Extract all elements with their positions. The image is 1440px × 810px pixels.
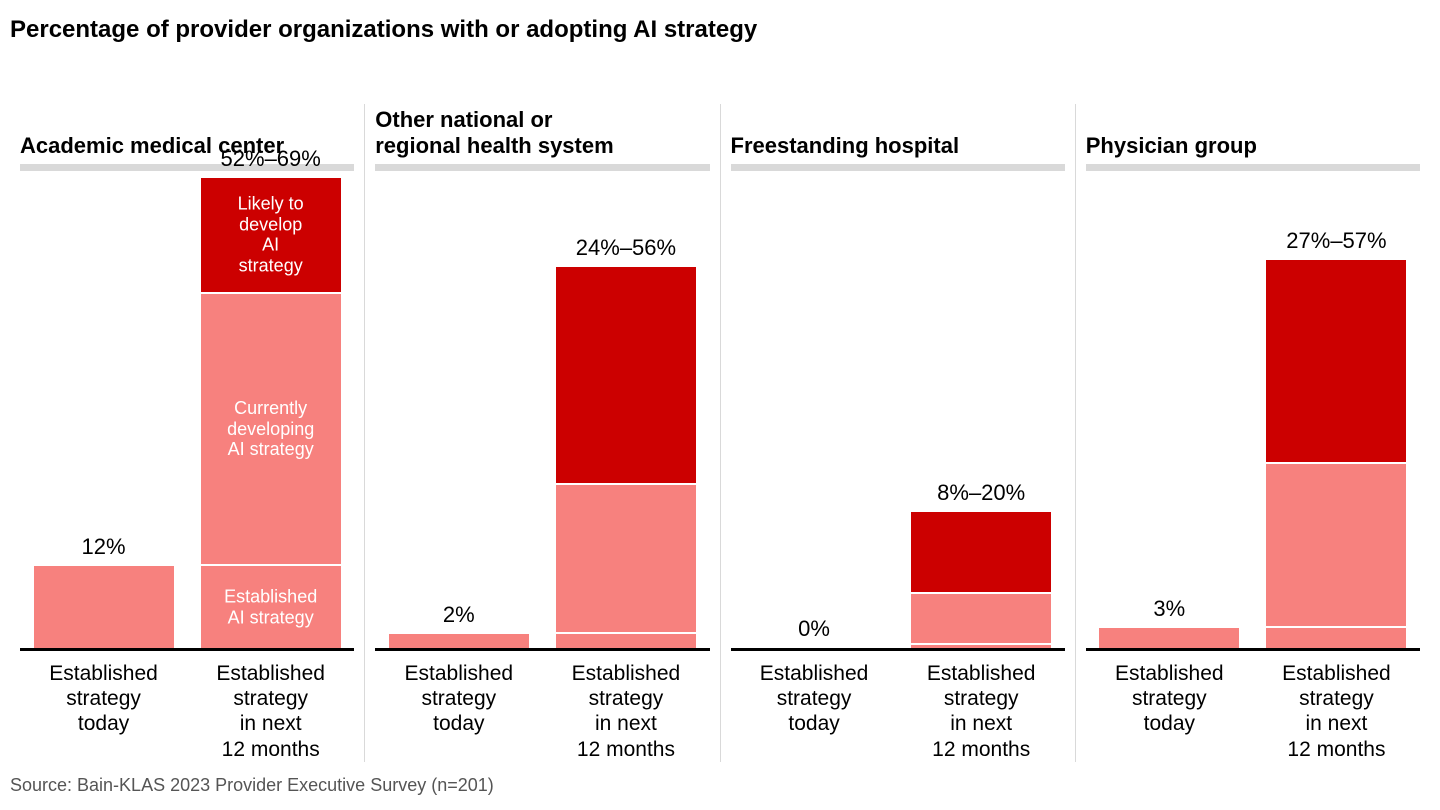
bar-segment [556,267,696,485]
segment-label: Likely to develop AI strategy [236,194,306,277]
panel-rule [731,164,1065,171]
bar-segment [911,512,1051,594]
bar-segment [911,594,1051,645]
bar-segment [911,645,1051,648]
bar-top-label: 2% [443,602,475,628]
bar-top-label: 8%–20% [937,480,1025,506]
bar-group: 3% [1086,181,1253,648]
bar-top-label: 27%–57% [1286,228,1386,254]
x-axis-label: Established strategy today [20,661,187,762]
bar-group: 24%–56% [542,181,709,648]
bar-segment [556,485,696,635]
bar-segment [389,634,529,648]
bar-group: 8%–20% [898,181,1065,648]
bar-group: 27%–57% [1253,181,1420,648]
bar-segment: Likely to develop AI strategy [201,178,341,294]
x-axis-labels: Established strategy todayEstablished st… [375,661,709,762]
bar-group: 0% [731,181,898,648]
x-axis-label: Established strategy in next 12 months [542,661,709,762]
panel-physician-group: Physician group3%27%–57%Established stra… [1075,104,1430,762]
bar-segment [1266,628,1406,648]
bar: 12% [34,566,174,648]
panel-title: Physician group [1086,104,1420,158]
bar-segment [1266,464,1406,627]
bar: 8%–20% [911,512,1051,648]
plot-area: 12% Established AI strategy Currently deve… [20,181,354,651]
segment-label: Established AI strategy [224,586,317,627]
panel-rule [375,164,709,171]
bar-top-label: 0% [798,616,830,642]
bar-segment [1099,628,1239,648]
ai-strategy-chart: Percentage of provider organizations wit… [0,0,1440,810]
plot-area: 0% 8%–20% [731,181,1065,651]
panel-title: Freestanding hospital [731,104,1065,158]
x-axis-labels: Established strategy todayEstablished st… [20,661,354,762]
panel-title: Other national or regional health system [375,104,709,158]
panels-row: Academic medical center12%Established AI… [10,104,1430,762]
bar-segment: Established AI strategy [201,566,341,648]
bar-top-label: 52%–69% [221,146,321,172]
x-axis-label: Established strategy today [375,661,542,762]
panel-national-regional: Other national or regional health system… [364,104,719,762]
x-axis-labels: Established strategy todayEstablished st… [1086,661,1420,762]
x-axis-label: Established strategy in next 12 months [187,661,354,762]
x-axis-label: Established strategy today [1086,661,1253,762]
bar-segment: Currently developing AI strategy [201,294,341,566]
bar: Established AI strategy Currently develop… [201,178,341,648]
bar: 2% [389,634,529,648]
x-axis-labels: Established strategy todayEstablished st… [731,661,1065,762]
panel-freestanding: Freestanding hospital0%8%–20%Established… [720,104,1075,762]
x-axis-label: Established strategy in next 12 months [1253,661,1420,762]
bar: 27%–57% [1266,260,1406,648]
bar: 3% [1099,628,1239,648]
segment-label: Currently developing AI strategy [227,398,314,460]
bar-top-label: 24%–56% [576,235,676,261]
bar: 24%–56% [556,267,696,648]
chart-title: Percentage of provider organizations wit… [10,16,1430,44]
x-axis-label: Established strategy today [731,661,898,762]
bar-segment [556,634,696,648]
bar-group: 12% [20,181,187,648]
bar-group: 2% [375,181,542,648]
bar-group: Established AI strategy Currently develop… [187,181,354,648]
panel-rule [1086,164,1420,171]
bar-top-label: 3% [1153,596,1185,622]
plot-area: 2% 24%–56% [375,181,709,651]
plot-area: 3% 27%–57% [1086,181,1420,651]
bar-top-label: 12% [82,534,126,560]
bar-segment [1266,260,1406,464]
panel-academic: Academic medical center12%Established AI… [10,104,364,762]
bar-segment [34,566,174,648]
chart-source: Source: Bain-KLAS 2023 Provider Executiv… [10,775,494,796]
x-axis-label: Established strategy in next 12 months [898,661,1065,762]
